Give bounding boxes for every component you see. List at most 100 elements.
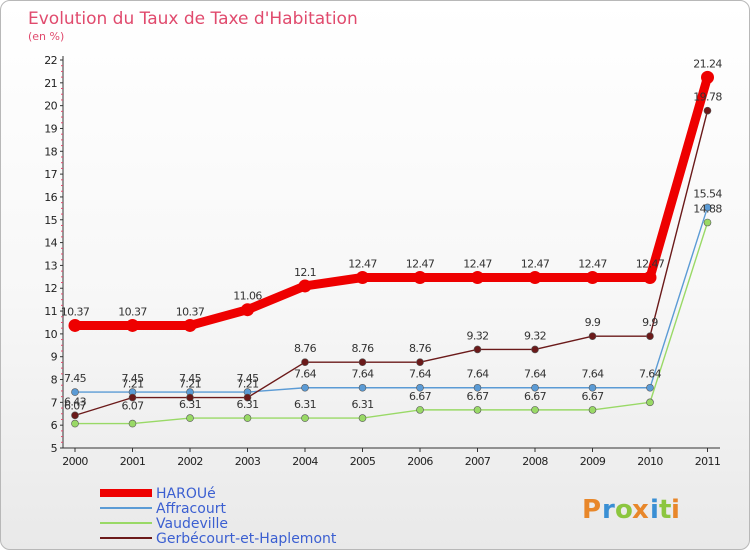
- series-point-3: [358, 358, 367, 366]
- series-point-2: [588, 406, 597, 414]
- series-point-2: [243, 414, 252, 422]
- data-label: 7.64: [524, 368, 547, 381]
- series-point-3: [128, 393, 137, 402]
- data-label: 9.9: [642, 316, 658, 329]
- series-point-1: [416, 383, 424, 392]
- series-line-1: [75, 207, 709, 393]
- data-label: 8.76: [351, 342, 374, 355]
- data-label: 8.76: [409, 342, 432, 355]
- data-label: 9.32: [466, 329, 488, 342]
- x-tick-label: 2010: [637, 455, 663, 468]
- series-point-2: [71, 419, 79, 428]
- y-tick-label: 14: [44, 237, 57, 250]
- series-point-3: [301, 358, 309, 366]
- series-point-0: [241, 303, 254, 317]
- y-tick-label: 8: [51, 374, 58, 387]
- series-point-2: [301, 414, 309, 422]
- y-tick-label: 22: [44, 54, 57, 67]
- data-label: 12.47: [578, 258, 607, 271]
- series-point-2: [473, 406, 482, 414]
- data-label: 12.1: [294, 266, 316, 279]
- series-point-3: [473, 345, 482, 354]
- data-label: 7.21: [236, 378, 258, 391]
- y-tick-label: 18: [44, 145, 57, 158]
- y-tick-label: 5: [51, 442, 58, 455]
- data-label: 10.37: [176, 305, 205, 318]
- series-line-2: [75, 222, 709, 425]
- data-label: 7.21: [121, 378, 143, 391]
- y-tick-label: 9: [51, 351, 58, 364]
- y-tick-label: 10: [44, 328, 57, 341]
- series-point-1: [301, 383, 309, 392]
- chart-subtitle: (en %): [28, 30, 64, 43]
- axes: 5 6 7 8 9 10 11 12 13 14 15 16 17 18 19 20 21 22 2000 2001 2…: [44, 54, 721, 468]
- series-point-3: [703, 106, 712, 115]
- data-label: 6.67: [466, 390, 489, 403]
- data-label: 7.45: [179, 372, 202, 385]
- y-tick-label: 21: [44, 77, 57, 90]
- x-tick-label: 2011: [695, 455, 721, 468]
- series-point-3: [531, 345, 539, 354]
- series-layer: [68, 70, 714, 428]
- x-tick-label: 2006: [407, 455, 433, 468]
- data-label: 6.67: [524, 390, 547, 403]
- logo-letter: o: [615, 495, 633, 525]
- x-tick-label: 2003: [235, 455, 261, 468]
- data-label: 12.47: [406, 258, 435, 271]
- series-point-3: [71, 411, 79, 420]
- series-point-3: [416, 358, 424, 366]
- series-point-3: [186, 393, 194, 402]
- data-label: 7.64: [639, 368, 662, 381]
- data-label: 6.31: [294, 398, 316, 411]
- data-label: 6.31: [236, 398, 258, 411]
- data-label: 12.47: [521, 258, 550, 271]
- data-label: 8.76: [294, 342, 317, 355]
- legend-label: Vaudeville: [156, 516, 228, 532]
- data-label: 7.64: [351, 368, 374, 381]
- x-tick-label: 2000: [62, 455, 88, 468]
- y-tick-label: 16: [44, 191, 57, 204]
- logo-letter: i: [671, 495, 680, 525]
- series-point-3: [588, 332, 597, 340]
- series-point-0: [126, 318, 139, 332]
- data-label: 6.31: [351, 398, 373, 411]
- data-label: 21.24: [693, 57, 722, 70]
- logo-letter: i: [650, 495, 659, 525]
- data-label: 7.64: [294, 368, 317, 381]
- series-point-0: [471, 271, 484, 285]
- data-label: 7.21: [179, 378, 201, 391]
- series-line-3: [74, 110, 709, 417]
- x-tick-label: 2005: [350, 455, 376, 468]
- data-label: 11.06: [233, 290, 262, 303]
- series-point-0: [68, 318, 82, 332]
- x-tick-label: 2002: [177, 455, 203, 468]
- data-label: 7.45: [121, 372, 144, 385]
- x-tick-label: 2008: [522, 455, 548, 468]
- series-point-0: [356, 271, 369, 285]
- data-label: 10.37: [61, 305, 90, 318]
- chart-title: Evolution du Taux de Taxe d'Habitation: [28, 9, 358, 29]
- series-point-3: [646, 332, 654, 340]
- series-point-0: [643, 271, 657, 285]
- y-tick-label: 11: [44, 305, 57, 318]
- series-point-0: [413, 271, 427, 285]
- data-label: 7.45: [64, 372, 87, 385]
- y-tick-label: 19: [44, 122, 57, 135]
- series-point-0: [298, 279, 312, 293]
- logo-letter: x: [632, 495, 649, 525]
- y-tick-label: 12: [44, 282, 57, 295]
- logo-letter: r: [602, 495, 615, 525]
- x-tick-label: 2004: [292, 455, 318, 468]
- y-tick-label: 13: [44, 259, 57, 272]
- legend-label: HAROUé: [156, 486, 216, 502]
- series-point-1: [703, 203, 712, 212]
- data-label: 6.67: [581, 390, 604, 403]
- series-point-2: [128, 419, 137, 428]
- x-tick-label: 2007: [465, 455, 491, 468]
- data-label: 10.37: [118, 305, 147, 318]
- series-point-2: [358, 414, 367, 422]
- series-point-2: [646, 398, 654, 407]
- series-point-1: [358, 383, 367, 392]
- series-point-2: [703, 218, 712, 227]
